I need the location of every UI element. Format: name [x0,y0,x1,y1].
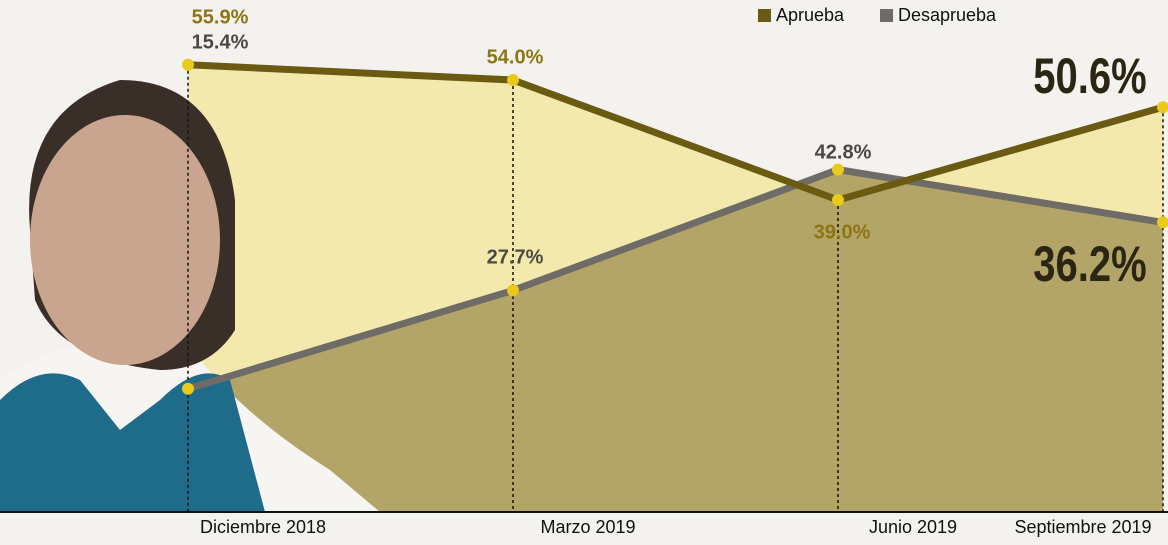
point [507,284,519,296]
point [507,74,519,86]
legend-swatch [880,9,893,22]
x-tick-label: Junio 2019 [869,517,957,537]
point [182,383,194,395]
data-label: 50.6% [1033,48,1146,104]
legend-label: Desaprueba [898,5,997,25]
x-tick-label: Marzo 2019 [540,517,635,537]
x-tick-label: Diciembre 2018 [200,517,326,537]
data-label: 27.7% [487,246,544,268]
data-label: 42.8% [815,141,872,163]
face [30,115,220,365]
data-label: 55.9% [192,6,249,28]
point [182,59,194,71]
data-label: 54.0% [487,46,544,68]
point [832,194,844,206]
data-label: 39.0% [814,221,871,243]
point [832,164,844,176]
legend-swatch [758,9,771,22]
data-label: 15.4% [192,31,249,53]
data-label: 36.2% [1033,236,1146,292]
x-tick-label: Septiembre 2019 [1014,517,1151,537]
chart: 55.9% 54.0% 39.0% 50.6% 15.4% 27.7% 42.8% 36.2%… [0,0,1168,545]
legend-label: Aprueba [776,5,845,25]
